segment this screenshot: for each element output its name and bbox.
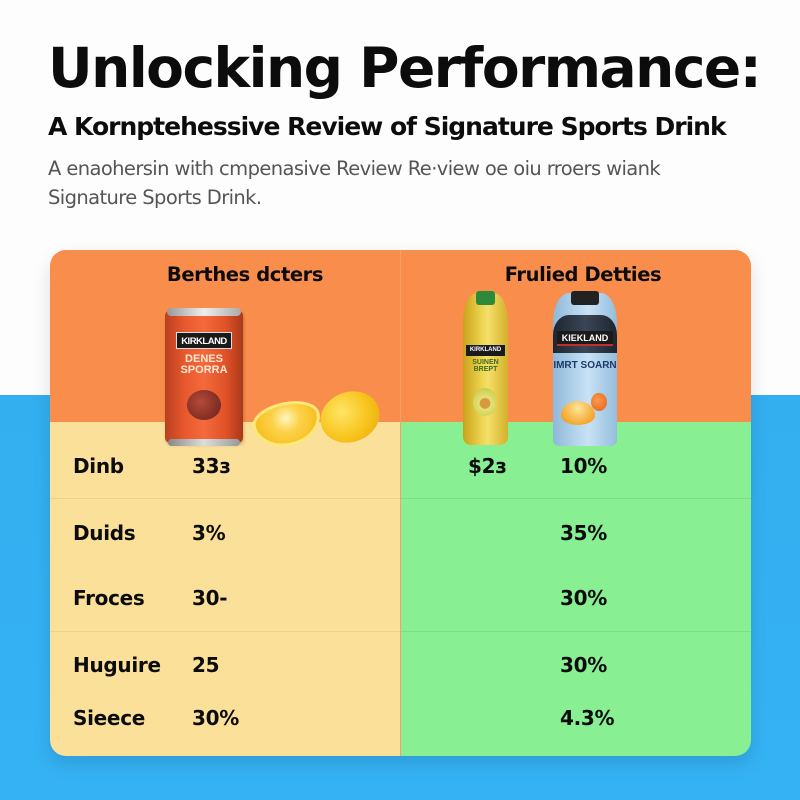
page-title: Unlocking Performance: xyxy=(48,36,762,100)
row-label: Froces xyxy=(73,586,145,610)
row-value: 25 xyxy=(192,653,220,677)
can-brand-label: KIRKLAND xyxy=(176,332,232,349)
page-description: A enaohersin with cmpenasive Review Re·v… xyxy=(48,157,661,209)
row-divider xyxy=(50,631,400,632)
row-value: 30- xyxy=(192,586,228,610)
bottle-product-name: IMRT SOARN xyxy=(553,360,617,371)
row-divider xyxy=(401,631,751,632)
can-product-name: DENES SPORRA xyxy=(180,353,228,376)
blue-bottle-icon: KIEKLAND IMRT SOARN xyxy=(553,291,617,446)
bottle-product-name: SUINEN BREPT xyxy=(472,359,499,373)
left-column-title: Berthes dcters xyxy=(166,263,324,286)
page-subtitle: A Kornptehessive Review of Signature Spo… xyxy=(48,112,727,141)
row-divider xyxy=(50,498,400,499)
row-label: Duids xyxy=(73,521,136,545)
yellow-bottle-icon: KIRKLAND SUINEN BREPT xyxy=(463,291,508,445)
column-divider xyxy=(400,250,401,756)
row-value: 35% xyxy=(560,521,607,545)
row-label: Sieece xyxy=(73,706,146,730)
bottle-brand-label: KIEKLAND xyxy=(557,331,613,346)
left-column: Berthes dcters KIRKLAND DENES SPORRA Din… xyxy=(50,250,400,756)
right-column: Frulied Detties KIRKLAND SUINEN BREPT KI… xyxy=(401,250,751,756)
row-value: 33з xyxy=(192,454,231,478)
row-value: 10% xyxy=(560,454,607,478)
row-divider xyxy=(401,498,751,499)
soda-can-icon: KIRKLAND DENES SPORRA xyxy=(165,308,243,446)
comparison-card: Berthes dcters KIRKLAND DENES SPORRA Din… xyxy=(50,250,751,756)
row-label: Huguire xyxy=(73,653,161,677)
fruit-icon xyxy=(187,390,221,420)
orange-slice-icon xyxy=(561,401,595,425)
row-value: 4.3% xyxy=(560,706,615,730)
row-extra-value: $2з xyxy=(468,454,507,478)
right-column-title: Frulied Detties xyxy=(504,263,662,286)
row-value: 30% xyxy=(560,586,607,610)
pear-icon xyxy=(473,388,497,416)
row-value: 30% xyxy=(192,706,239,730)
row-value: 30% xyxy=(560,653,607,677)
row-label: Dinb xyxy=(73,454,124,478)
orange-icon xyxy=(591,393,607,411)
bottle-brand-label: KIRKLAND xyxy=(466,345,505,356)
row-value: 3% xyxy=(192,521,226,545)
